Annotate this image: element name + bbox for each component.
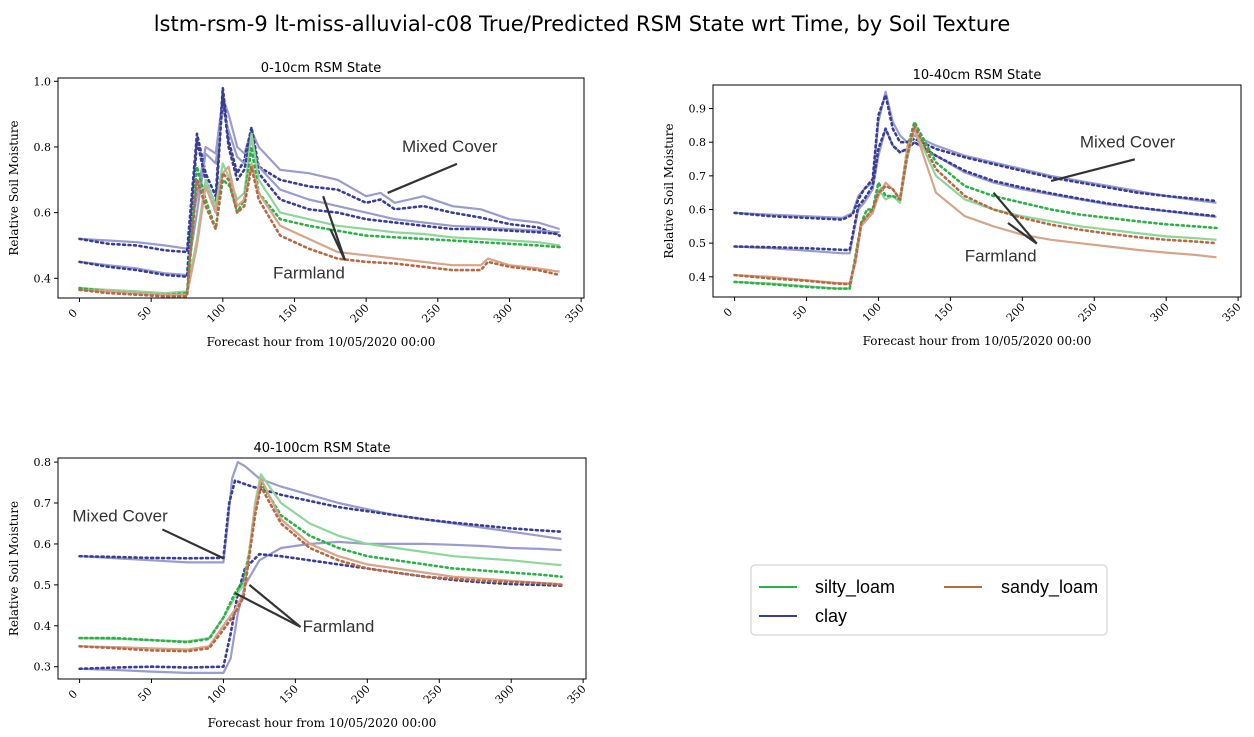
chart-panels: 0-10cm RSM State 0 50 100 150 200 250 300 350 0.4… xyxy=(7,61,1244,730)
annotation-farmland: Farmland xyxy=(965,247,1037,266)
x-tick-label: 0 xyxy=(66,687,80,701)
series-line-clay-true-0 xyxy=(79,96,560,250)
panel-title: 0-10cm RSM State xyxy=(261,61,382,76)
y-tick-label: 0.4 xyxy=(34,272,52,285)
series-line-clay-true-2 xyxy=(79,540,562,675)
x-axis-label: Forecast hour from 10/05/2020 00:00 xyxy=(208,716,437,730)
y-axis-label: Relative Soil Moisture xyxy=(7,120,21,255)
annotation-arrow xyxy=(161,528,224,560)
x-tick-label: 200 xyxy=(349,683,373,707)
x-tick-label: 100 xyxy=(204,302,228,326)
annotation-mixed-cover: Mixed Cover xyxy=(1080,132,1176,151)
figure-title: lstm-rsm-9 lt-miss-alluvial-c08 True/Pre… xyxy=(154,12,1011,36)
legend: silty_loam clay sandy_loam xyxy=(750,564,1108,636)
y-tick-label: 0.6 xyxy=(689,204,707,217)
x-tick-label: 150 xyxy=(932,301,956,325)
x-tick-label: 150 xyxy=(276,302,300,326)
y-tick-label: 0.3 xyxy=(34,661,52,674)
x-tick-label: 100 xyxy=(205,683,229,707)
y-tick-label: 0.7 xyxy=(689,170,707,183)
x-tick-label: 200 xyxy=(1004,301,1028,325)
x-tick-label: 0 xyxy=(66,306,80,320)
annotation-arrow xyxy=(248,584,302,628)
x-tick-label: 250 xyxy=(421,683,445,707)
annotation-mixed-cover: Mixed Cover xyxy=(402,137,498,156)
series-line-clay-pred-3 xyxy=(78,93,561,279)
series-line-clay-pred-3 xyxy=(78,552,563,671)
annotation-arrow xyxy=(329,228,346,261)
series-line-clay-true-2 xyxy=(79,106,560,277)
series-line-clay-pred-1 xyxy=(78,479,563,560)
y-tick-label: 0.4 xyxy=(34,620,52,633)
y-tick-label: 0.8 xyxy=(34,141,52,154)
y-tick-label: 0.9 xyxy=(689,103,707,116)
series-line-silty-loam-pred-5 xyxy=(78,145,561,297)
x-tick-label: 150 xyxy=(277,683,301,707)
x-tick-label: 300 xyxy=(1148,301,1172,325)
series-line-clay-true-0 xyxy=(79,461,562,564)
x-tick-label: 300 xyxy=(493,683,517,707)
series-line-clay-pred-1 xyxy=(78,86,561,254)
chart-panel-1: 0-10cm RSM State 0 50 100 150 200 250 300 350 0.4… xyxy=(7,61,587,349)
plot-frame xyxy=(712,84,1242,298)
chart-panel-3: 40-100cm RSM State 0 50 100 150 200 250 300 350 0… xyxy=(7,441,589,730)
x-tick-label: 300 xyxy=(491,302,515,326)
chart-panel-2: 10-40cm RSM State 0 50 100 150 200 250 300 350 0.… xyxy=(662,68,1244,348)
y-tick-label: 0.5 xyxy=(689,237,707,250)
x-axis-label: Forecast hour from 10/05/2020 00:00 xyxy=(207,335,436,349)
legend-label-sandy-loam: sandy_loam xyxy=(1001,577,1098,598)
series-line-sandy-loam-pred-7 xyxy=(78,165,561,298)
x-tick-label: 350 xyxy=(565,683,589,707)
annotation-arrow xyxy=(387,162,458,194)
x-tick-label: 250 xyxy=(1076,301,1100,325)
y-axis-label: Relative Soil Moisture xyxy=(7,501,21,636)
x-tick-label: 100 xyxy=(860,301,884,325)
panel-title: 40-100cm RSM State xyxy=(253,441,390,456)
x-tick-label: 350 xyxy=(1220,301,1244,325)
annotation-arrow xyxy=(322,195,347,261)
x-tick-label: 200 xyxy=(348,302,372,326)
x-tick-label: 50 xyxy=(135,685,154,704)
y-tick-label: 0.8 xyxy=(689,136,707,149)
plot-frame xyxy=(57,457,587,680)
annotation-farmland: Farmland xyxy=(273,263,345,282)
series-line-sandy-loam-true-6 xyxy=(79,477,562,651)
x-axis-label: Forecast hour from 10/05/2020 00:00 xyxy=(863,334,1092,348)
annotation-arrow xyxy=(1007,222,1038,245)
y-tick-label: 0.7 xyxy=(34,497,52,510)
y-tick-label: 0.6 xyxy=(34,538,52,551)
annotation-arrow xyxy=(1050,158,1136,182)
legend-label-silty-loam: silty_loam xyxy=(815,577,895,598)
panel-title: 10-40cm RSM State xyxy=(913,68,1042,83)
plot-frame xyxy=(57,77,585,299)
y-tick-label: 0.6 xyxy=(34,207,52,220)
series-line-clay-pred-1 xyxy=(733,93,1218,221)
x-tick-label: 50 xyxy=(790,303,809,322)
annotation-arrow xyxy=(992,191,1038,245)
y-tick-label: 1.0 xyxy=(34,75,52,88)
series-line-sandy-loam-pred-7 xyxy=(78,485,563,653)
x-tick-label: 250 xyxy=(419,302,443,326)
annotation-mixed-cover: Mixed Cover xyxy=(72,506,168,525)
series-line-silty-loam-true-4 xyxy=(79,473,562,643)
y-tick-label: 0.5 xyxy=(34,579,52,592)
x-tick-label: 50 xyxy=(135,304,154,323)
series-line-sandy-loam-pred-7 xyxy=(733,124,1218,286)
annotation-farmland: Farmland xyxy=(303,617,375,636)
y-axis-label: Relative Soil Moisture xyxy=(662,123,676,258)
legend-label-clay: clay xyxy=(815,606,847,626)
series-line-clay-true-0 xyxy=(734,90,1217,219)
x-tick-label: 0 xyxy=(721,305,735,319)
y-tick-label: 0.8 xyxy=(34,456,52,469)
x-tick-label: 350 xyxy=(563,302,587,326)
y-tick-label: 0.4 xyxy=(689,271,707,284)
legend-frame xyxy=(750,564,1108,636)
annotation-arrow xyxy=(234,592,302,628)
